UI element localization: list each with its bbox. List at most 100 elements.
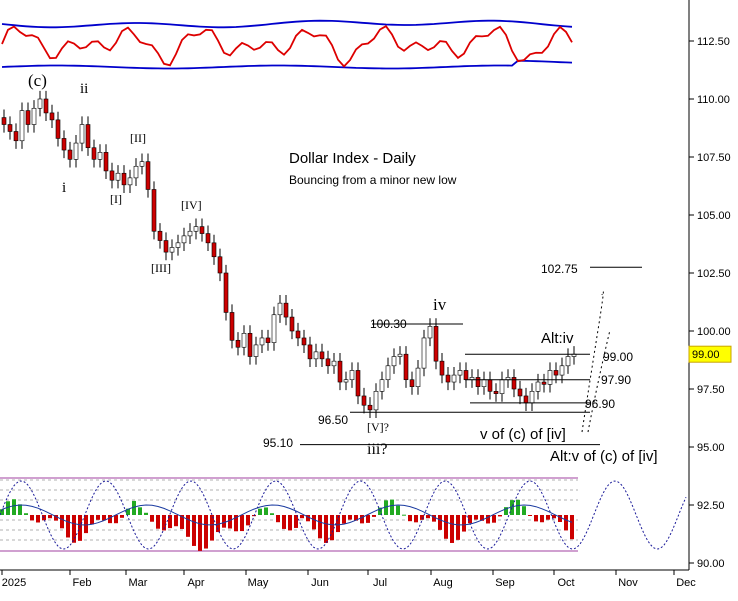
candle-body — [85, 124, 91, 149]
histogram-bar — [132, 500, 136, 515]
candle-body — [463, 370, 469, 381]
y-tick-label: 97.50 — [697, 384, 725, 396]
x-tick-label: Mar — [129, 577, 148, 589]
histogram-bar — [564, 515, 568, 531]
histogram-bar — [288, 515, 292, 531]
price-level-label: 102.75 — [541, 262, 578, 276]
wave-label: i — [62, 180, 66, 196]
histogram-bar — [186, 515, 190, 537]
histogram-bar — [432, 515, 436, 522]
projection-path — [581, 291, 604, 433]
candle-body — [307, 344, 313, 360]
histogram-bar — [150, 515, 154, 522]
price-level-label: 96.50 — [318, 413, 348, 427]
histogram-bar — [318, 515, 322, 539]
candle-body — [355, 370, 361, 397]
histogram-bar — [504, 507, 508, 515]
candle-body — [487, 379, 493, 392]
histogram-bar — [66, 515, 70, 538]
histogram-bar — [390, 499, 394, 515]
histogram-bar — [216, 515, 220, 533]
candle-body — [1, 117, 7, 125]
candle-body — [211, 242, 217, 258]
histogram-bar — [360, 515, 364, 524]
histogram-bar — [60, 515, 64, 529]
histogram-bar — [48, 515, 52, 519]
histogram-bar — [144, 512, 148, 515]
candle-body — [361, 395, 367, 406]
candle-body — [103, 152, 109, 172]
y-tick-label: 107.50 — [697, 152, 731, 164]
candle-body — [31, 107, 37, 125]
candle-body — [481, 379, 487, 387]
alt-projection-path — [587, 329, 611, 433]
candle-body — [157, 230, 163, 241]
candle-body — [235, 339, 241, 348]
cycle-wave — [0, 480, 687, 550]
histogram-bar — [24, 513, 28, 515]
histogram-bar — [0, 509, 4, 515]
signal-line — [1, 504, 573, 526]
histogram-bar — [384, 500, 388, 515]
candle-body — [325, 358, 331, 367]
histogram-bar — [258, 508, 262, 515]
candle-body — [475, 377, 481, 387]
y-tick-label: 100.00 — [697, 326, 731, 338]
histogram-bar — [102, 515, 106, 521]
histogram-bar — [552, 515, 556, 519]
histogram-bar — [300, 515, 304, 519]
histogram-bar — [342, 515, 346, 524]
x-tick-label: Jul — [373, 577, 387, 589]
candle-body — [559, 365, 565, 376]
histogram-bar — [570, 515, 574, 540]
candle-body — [313, 351, 319, 360]
histogram-bar — [540, 515, 544, 523]
candle-body — [565, 356, 571, 367]
histogram-bar — [108, 515, 112, 524]
histogram-bar — [510, 500, 514, 515]
candle-body — [409, 379, 415, 387]
wave-label: iii? — [367, 441, 387, 458]
histogram-bar — [96, 515, 100, 520]
candle-body — [511, 377, 517, 390]
candle-body — [397, 353, 403, 357]
histogram-bar — [234, 515, 238, 532]
histogram-bar — [54, 515, 58, 521]
histogram-bar — [18, 504, 22, 515]
histogram-bar — [78, 515, 82, 541]
candle-body — [271, 314, 277, 343]
histogram-bar — [240, 515, 244, 532]
candle-body — [91, 147, 97, 160]
histogram-bar — [174, 515, 178, 527]
wave-label: [II] — [130, 131, 146, 145]
candle-body — [25, 110, 31, 125]
candle-body — [229, 312, 235, 341]
x-tick-label: 2025 — [2, 577, 26, 589]
histogram-bar — [456, 515, 460, 540]
price-level-label: 97.90 — [601, 373, 631, 387]
candle-body — [451, 374, 457, 383]
candle-body — [421, 337, 427, 369]
histogram-bar — [222, 515, 226, 528]
histogram-bar — [30, 515, 34, 521]
histogram-bar — [408, 515, 412, 522]
histogram-bar — [324, 515, 328, 543]
histogram-bar — [162, 515, 166, 531]
histogram-bar — [90, 515, 94, 525]
histogram-bar — [276, 515, 280, 523]
price-level-label: 95.10 — [263, 436, 293, 450]
histogram-bar — [156, 515, 160, 529]
candle-body — [289, 316, 295, 332]
current-price-box — [688, 345, 732, 363]
histogram-bar — [330, 515, 334, 541]
histogram-bar — [348, 515, 352, 520]
candle-body — [493, 391, 499, 394]
histogram-bar — [138, 507, 142, 515]
x-tick-label: Jun — [311, 577, 329, 589]
y-tick-label: 102.50 — [697, 268, 731, 280]
candle-body — [181, 235, 187, 244]
wave-label: iv — [433, 295, 447, 314]
candle-body — [175, 242, 181, 248]
